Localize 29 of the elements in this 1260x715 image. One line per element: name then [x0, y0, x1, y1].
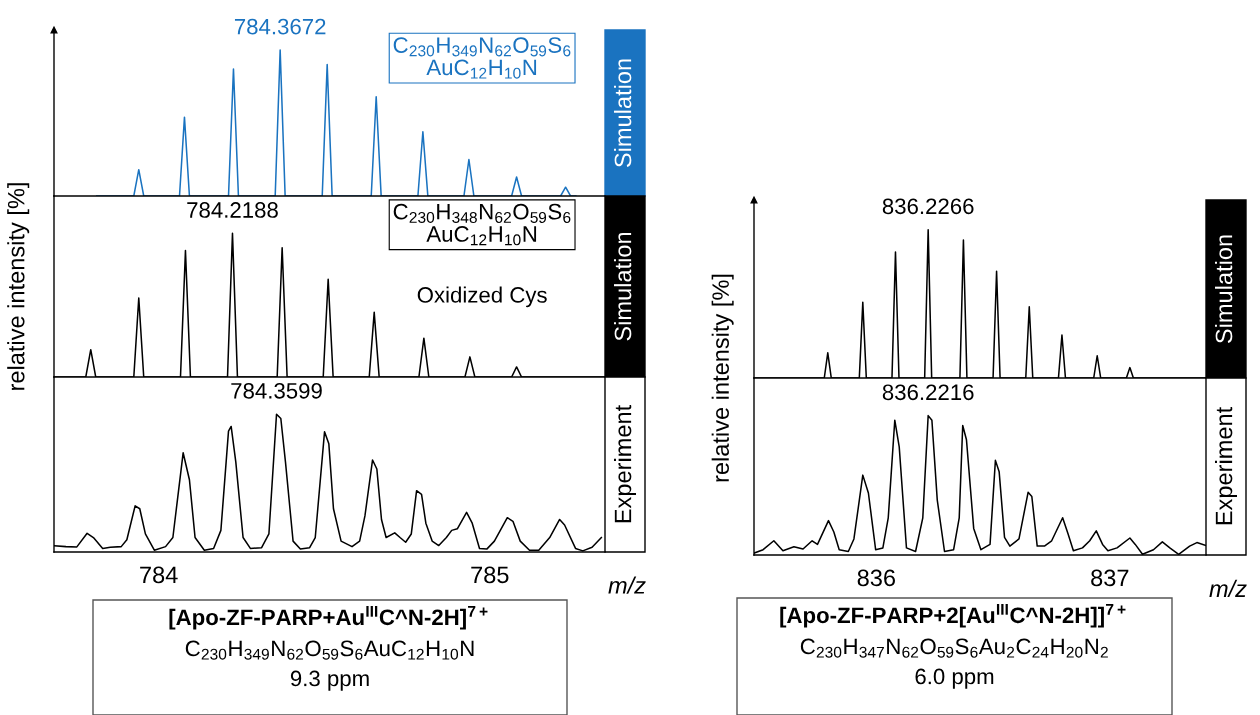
text: C$_{230}$H$_{349}$N$_{62}$O$_{59}$S$_{6}$: [393, 37, 571, 57]
x-tick-label: 836: [857, 569, 895, 587]
x-tick-label: 785: [471, 566, 509, 584]
x-tick-label: 784: [140, 566, 178, 584]
y-axis-title: relative intensity [%]: [7, 183, 30, 390]
annotation: AuC$_{12}$H$_{10}$N: [426, 226, 537, 246]
text: C$_{230}$H$_{348}$N$_{62}$O$_{59}$S$_{6}$: [393, 203, 571, 223]
text: 6.0 ppm: [915, 668, 994, 689]
text: Experiment: [613, 404, 636, 523]
text: Experiment: [1214, 406, 1238, 525]
text: 9.3 ppm: [290, 670, 369, 691]
annotation: AuC$_{12}$H$_{10}$N: [426, 59, 537, 79]
x-axis-title: m/z: [1209, 579, 1247, 598]
x-axis-title: m/z: [608, 576, 646, 594]
annotation: Oxidized Cys: [417, 286, 547, 308]
text: [Apo-ZF-PARP+Au$^{III}$C^N-2H]$^{7+}$: [169, 606, 488, 630]
annotation: 784.3672: [234, 18, 326, 35]
text: [Apo-ZF-PARP+2[Au$^{III}$C^N-2H]]$^{7+}$: [780, 604, 1126, 628]
annotation: 836.2216: [882, 384, 974, 401]
text: Simulation: [613, 59, 632, 168]
text: Simulation: [613, 232, 632, 341]
text: C$_{230}$H$_{347}$N$_{62}$O$_{59}$S$_{6}$Au$_{2}$C$_{24}$H$_{20}$N$_{2}$: [800, 638, 1108, 658]
x-tick-label: 837: [1091, 569, 1129, 587]
y-axis-title: relative intensity [%]: [711, 274, 734, 482]
text: C$_{230}$H$_{349}$N$_{62}$O$_{59}$S$_{6}$AuC$_{12}$H$_{10}$N: [185, 640, 474, 660]
text: Simulation: [1214, 235, 1233, 344]
annotation: 784.2188: [187, 202, 278, 218]
annotation: 836.2266: [882, 198, 974, 215]
annotation: 784.3599: [231, 382, 322, 399]
